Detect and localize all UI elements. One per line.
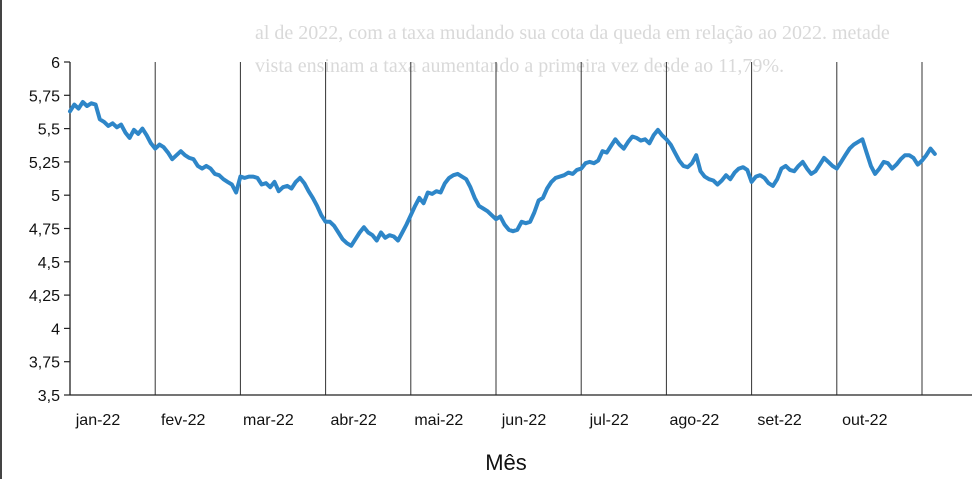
y-tick-label: 4,75 [29,222,60,239]
x-tick-label: abr-22 [330,412,376,429]
series-layer [68,100,937,248]
y-tick-labels: 3,5 3,75 4 4,25 4,5 4,75 5 5,25 5,5 5,75 6 [29,55,60,405]
x-tick-label: jul-22 [589,412,629,429]
y-tick-label: 5,25 [29,155,60,172]
x-tick-label: set-22 [757,412,802,429]
y-tick-label: 4 [51,321,60,338]
bleed-through-text-line-2: vista ensinam a taxa aumentando a primei… [255,55,785,77]
axes [64,61,972,396]
x-tick-label: out-22 [842,412,887,429]
y-tick-label: 5,75 [29,88,60,105]
y-tick-label: 6 [51,55,60,72]
y-tick-label: 5,5 [38,122,60,139]
x-tick-label: mai-22 [414,412,463,429]
y-tick-label: 3,5 [38,388,60,405]
y-tick-label: 3,75 [29,355,60,372]
x-tick-label: ago-22 [669,412,719,429]
gridlines [154,62,923,395]
y-tick-label: 4,25 [29,288,60,305]
bleed-through-text-line-1: al de 2022, com a taxa mudando sua cota … [255,22,890,44]
y-tick-label: 4,5 [38,255,60,272]
x-tick-labels: jan-22 fev-22 mar-22 abr-22 mai-22 jun-22 jul-… [75,412,888,429]
x-tick-label: jan-22 [75,412,121,429]
x-tick-label: jun-22 [501,412,547,429]
series-line [68,100,937,248]
x-axis-title: Mês [485,450,527,475]
x-tick-label: fev-22 [161,412,206,429]
y-tick-label: 5 [51,188,60,205]
x-tick-label: mar-22 [243,412,294,429]
